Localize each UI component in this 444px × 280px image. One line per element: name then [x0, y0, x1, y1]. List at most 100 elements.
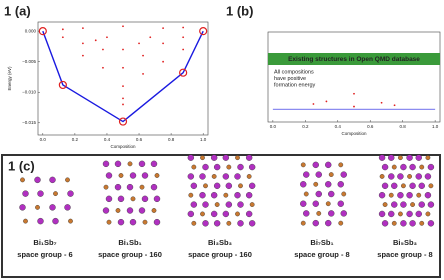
- atom: [340, 210, 347, 217]
- point: [353, 105, 355, 108]
- atom: [213, 163, 221, 171]
- atom: [245, 154, 253, 161]
- atom: [190, 182, 198, 190]
- atom: [382, 202, 388, 207]
- atom: [416, 192, 422, 198]
- atom: [138, 207, 146, 214]
- atom: [202, 163, 209, 171]
- atom: [337, 200, 344, 207]
- point: [122, 85, 124, 88]
- formula: Bi₃Sb₃: [208, 238, 233, 247]
- y-axis-label: Energy (eV): [7, 66, 12, 91]
- atom: [401, 183, 406, 189]
- atom: [222, 173, 230, 180]
- atom: [210, 210, 218, 218]
- x-tick-label: 0.6: [367, 124, 374, 129]
- atom: [300, 162, 306, 168]
- atom: [427, 220, 435, 227]
- x-tick-label: 0.6: [136, 137, 143, 142]
- atom: [153, 218, 161, 226]
- atom: [325, 201, 331, 207]
- atom: [210, 154, 218, 161]
- point: [82, 54, 84, 57]
- atom: [338, 220, 344, 226]
- atom: [154, 173, 160, 178]
- hull-point: [118, 117, 128, 126]
- point: [102, 66, 104, 69]
- atom: [49, 204, 56, 211]
- atom: [139, 184, 145, 190]
- y-tick-label: −0.015: [22, 120, 36, 125]
- atom: [235, 211, 240, 217]
- atom: [237, 163, 244, 171]
- atom: [398, 211, 403, 217]
- point: [182, 36, 185, 39]
- atom: [127, 161, 133, 167]
- x-tick-label: 1.0: [432, 124, 439, 129]
- atom: [234, 191, 241, 199]
- atom: [114, 183, 122, 191]
- atom: [406, 191, 413, 199]
- x-tick-label: 0.4: [104, 137, 111, 142]
- atom: [65, 177, 70, 183]
- atom: [406, 210, 413, 218]
- atom: [237, 201, 244, 208]
- atom: [315, 171, 322, 178]
- atom: [102, 207, 110, 214]
- atom: [378, 154, 386, 161]
- atom: [235, 155, 240, 161]
- x-tick-label: 0.0: [40, 137, 47, 142]
- atom: [325, 181, 332, 188]
- x-tick-label: 1.0: [200, 137, 207, 142]
- x-axis-label: Composition: [110, 144, 136, 149]
- point: [353, 92, 355, 95]
- point: [325, 100, 328, 103]
- atom: [199, 191, 206, 199]
- atom: [424, 191, 432, 199]
- atom: [303, 171, 310, 178]
- atom: [234, 173, 241, 180]
- x-tick-label: 0.0: [270, 124, 277, 129]
- x-tick-label: 0.2: [302, 124, 309, 129]
- atom: [415, 210, 422, 218]
- atom: [325, 219, 332, 227]
- atom: [397, 191, 404, 199]
- atom: [141, 172, 149, 179]
- atom: [427, 201, 435, 208]
- atom: [188, 192, 194, 198]
- formula: Bi₁Sb₇: [33, 238, 56, 247]
- atom: [126, 183, 134, 191]
- atom: [388, 210, 395, 218]
- banner: [268, 53, 440, 65]
- atom: [37, 217, 44, 225]
- atom: [325, 161, 332, 169]
- atom: [328, 210, 335, 217]
- y-tick-label: 0.000: [25, 28, 37, 33]
- atom: [20, 177, 25, 183]
- atom: [105, 195, 113, 203]
- atom: [222, 210, 230, 218]
- atom: [213, 182, 221, 190]
- atom: [202, 220, 209, 227]
- line: [42, 30, 204, 123]
- atom: [35, 204, 40, 210]
- atom: [211, 174, 217, 179]
- atom: [340, 171, 347, 178]
- atom: [187, 210, 195, 218]
- y-tick-label: −0.010: [22, 89, 36, 94]
- point: [122, 97, 124, 100]
- point: [162, 42, 164, 45]
- panel-frame: [1, 154, 441, 278]
- hull-point: [58, 80, 67, 90]
- panel-label: 1 (c): [8, 158, 35, 173]
- atom: [117, 195, 125, 203]
- atom: [312, 200, 319, 207]
- atom: [118, 173, 124, 178]
- hull-point: [38, 27, 47, 36]
- atom: [328, 190, 335, 198]
- x-tick-label: 0.4: [335, 124, 342, 129]
- atom: [248, 182, 256, 190]
- formula: Bi₇Sb₁: [310, 238, 333, 247]
- plot-frame: [267, 31, 441, 123]
- atom: [409, 220, 416, 227]
